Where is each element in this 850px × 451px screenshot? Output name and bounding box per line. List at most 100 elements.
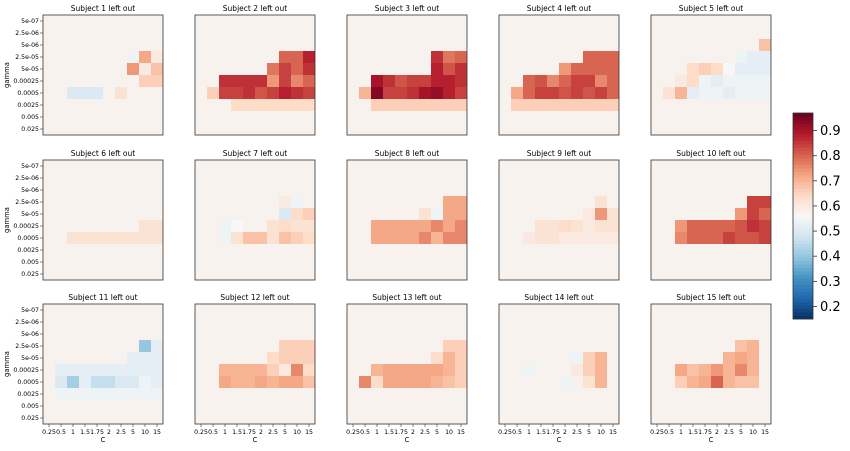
panel-title: Subject 5 left out: [679, 4, 743, 13]
heatmap-cell: [231, 87, 243, 99]
colorbar-segment: [793, 294, 813, 299]
heatmap-cell: [699, 87, 711, 99]
heatmap-cell: [723, 376, 735, 388]
heatmap-cell: [255, 99, 267, 111]
heatmap-cell: [443, 232, 455, 244]
x-tick-label: 1.75: [242, 429, 256, 436]
heatmap-cell: [371, 220, 383, 232]
x-tick-label: 1.5: [536, 429, 546, 436]
panel-frame: [346, 159, 468, 281]
heatmap-cell: [91, 87, 103, 99]
heatmap-cell: [455, 51, 467, 63]
heatmap-cell: [571, 99, 583, 111]
heatmap-cell: [595, 51, 607, 63]
heatmap-cell: [595, 364, 607, 376]
x-tick-label: 5: [131, 429, 135, 436]
heatmap-cell: [267, 352, 279, 364]
heatmap-cell: [595, 220, 607, 232]
heatmap-cell: [303, 364, 315, 376]
x-tick-label: 1.75: [698, 429, 712, 436]
colorbar-segment: [793, 123, 813, 128]
heatmap-cell: [67, 388, 79, 400]
x-tick-label: 2: [107, 429, 111, 436]
heatmap-cell: [395, 87, 407, 99]
heatmap-cell: [139, 220, 151, 232]
y-tick-label: 2.5e-06: [15, 319, 39, 326]
heatmap-cell: [607, 208, 619, 220]
heatmap-cell: [583, 376, 595, 388]
heatmap-cell: [735, 364, 747, 376]
colorbar-segment: [793, 143, 813, 148]
colorbar-segment: [793, 185, 813, 189]
heatmap-cell: [279, 51, 291, 63]
heatmap-cell: [139, 75, 151, 87]
colorbar-segment: [793, 288, 813, 292]
y-tick-label: 5e-05: [21, 355, 39, 362]
colorbar-segment: [793, 301, 813, 306]
heatmap-cell: [139, 376, 151, 388]
heatmap-cell: [455, 340, 467, 352]
heatmap-cell: [559, 63, 571, 75]
heatmap-cell: [231, 99, 243, 111]
colorbar-frame: [792, 112, 814, 320]
y-tick-label: 2.5e-06: [15, 30, 39, 37]
x-tick-label: 1.5: [80, 429, 90, 436]
heatmap-cell: [711, 376, 723, 388]
colorbar-segment: [793, 284, 813, 289]
heatmap-cell: [243, 232, 255, 244]
heatmap-cell: [455, 352, 467, 364]
heatmap-cell: [583, 364, 595, 376]
panel-frame: [650, 14, 772, 136]
colorbar-segment: [793, 198, 813, 203]
heatmap-cell: [103, 376, 115, 388]
heatmap-cell: [115, 376, 127, 388]
heatmap-cell: [151, 340, 163, 352]
colorbar-tick-label: 0.6: [820, 199, 841, 214]
panel-frame: [42, 159, 164, 281]
x-tick-label: 15: [305, 429, 313, 436]
heatmap-cell: [443, 87, 455, 99]
heatmap-cell: [559, 99, 571, 111]
heatmap-cell: [723, 75, 735, 87]
x-tick-label: 1: [527, 429, 531, 436]
heatmap-cell: [455, 99, 467, 111]
heatmap-cell: [687, 63, 699, 75]
colorbar-segment: [793, 188, 813, 193]
heatmap-cell: [559, 376, 571, 388]
colorbar-segment: [793, 130, 813, 134]
heatmap-cell: [699, 232, 711, 244]
colorbar-segment: [793, 161, 813, 165]
x-tick-label: 15: [457, 429, 465, 436]
heatmap-cell: [443, 196, 455, 208]
x-tick-label: 0.5: [512, 429, 522, 436]
heatmap-cell: [443, 99, 455, 111]
heatmap-cell: [383, 232, 395, 244]
colorbar-segment: [793, 308, 813, 313]
heatmap-cell: [583, 87, 595, 99]
heatmap-cell: [371, 99, 383, 111]
y-tick-label: 0.025: [21, 415, 39, 422]
heatmap-cell: [571, 75, 583, 87]
heatmap-cell: [747, 340, 759, 352]
panel-title: Subject 3 left out: [375, 4, 439, 13]
colorbar-segment: [793, 216, 813, 220]
heatmap-cell: [571, 352, 583, 364]
x-tick-label: 1: [375, 429, 379, 436]
colorbar-segment: [793, 178, 813, 183]
panel-frame: [498, 14, 620, 136]
y-tick-label: 0.0005: [17, 90, 39, 97]
heatmap-cell: [151, 388, 163, 400]
y-tick-label: 0.00025: [13, 367, 39, 374]
x-tick-label: 2: [411, 429, 415, 436]
heatmap-cell: [571, 232, 583, 244]
heatmap-cell: [359, 376, 371, 388]
y-tick-label: 2.5e-05: [15, 343, 39, 350]
heatmap-cell: [115, 87, 127, 99]
panel-title: Subject 13 left out: [372, 293, 441, 302]
heatmap-cell: [559, 87, 571, 99]
heatmap-cell: [571, 364, 583, 376]
x-tick-label: 2.5: [420, 429, 430, 436]
x-tick-label: 5: [283, 429, 287, 436]
heatmap-cell: [219, 232, 231, 244]
heatmap-cell: [455, 376, 467, 388]
